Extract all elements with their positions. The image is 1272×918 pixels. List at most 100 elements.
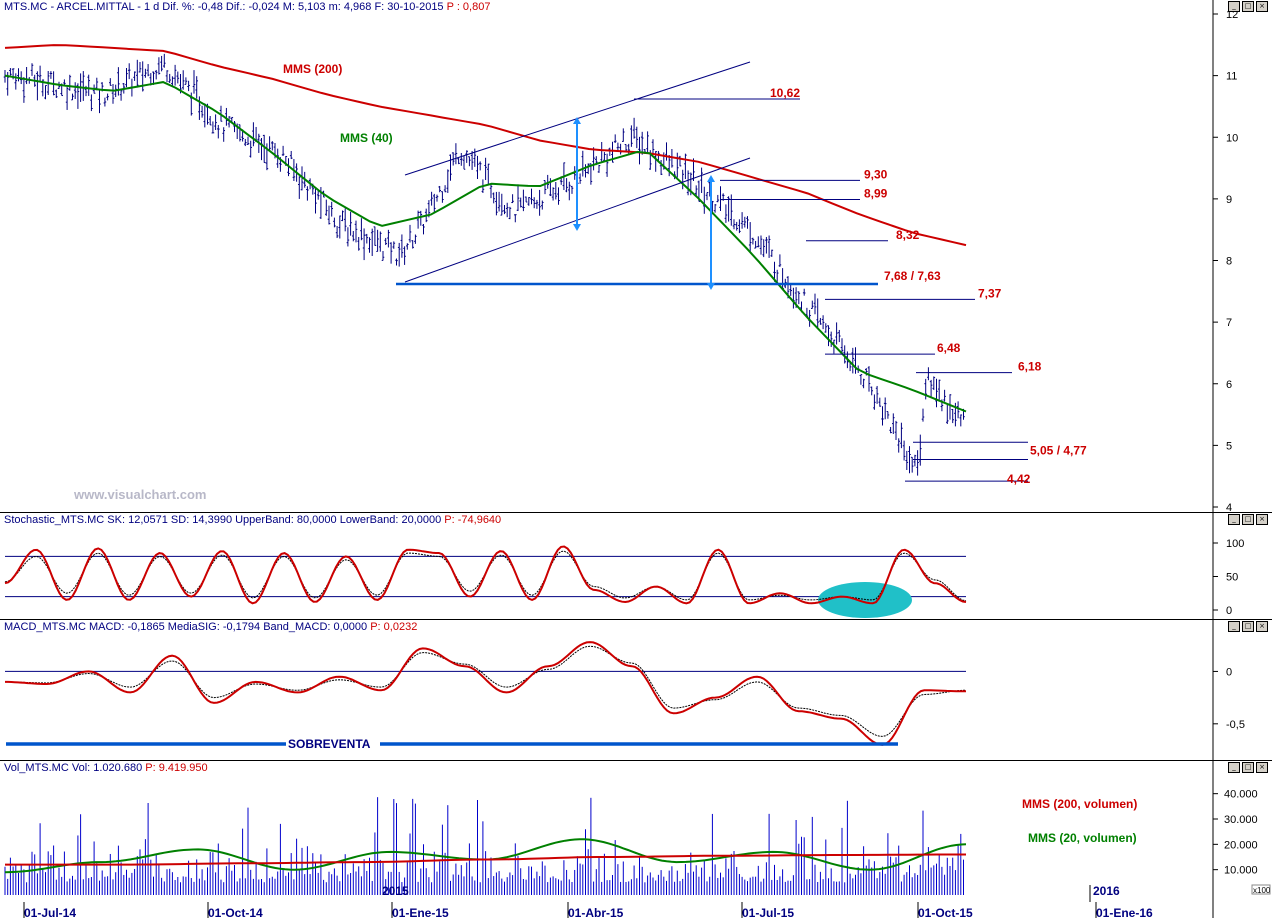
macd-header: MACD_MTS.MC MACD: -0,1865 MediaSIG: -0,1… — [4, 621, 417, 633]
stochastic-y-tick-label: 50 — [1226, 572, 1238, 584]
x-axis-label: 01-Jul-15 — [742, 906, 794, 918]
stochastic-close-button[interactable]: × — [1256, 514, 1268, 525]
price-header-text: MTS.MC - ARCEL.MITTAL - 1 d Dif. %: -0,4… — [4, 1, 444, 13]
level-label: 9,30 — [864, 167, 888, 181]
x-axis: 01-Jul-14 01-Oct-14 01-Ene-15 01-Abr-15 01-J… — [23, 884, 1153, 918]
macd-chart[interactable]: SOBREVENTA 0 -0,5 — [0, 620, 1272, 761]
level-label: 8,32 — [896, 228, 920, 242]
x-axis-label: 01-Oct-15 — [918, 906, 973, 918]
price-window-buttons: _ □ × — [1228, 1, 1268, 12]
volume-pane[interactable]: Vol_MTS.MC Vol: 1.020.680 P: 9.419.950 M… — [0, 760, 1272, 918]
target-arrowhead-up-2 — [707, 175, 715, 182]
price-moving-averages — [4, 44, 967, 413]
price-y-tick-label: 8 — [1226, 256, 1232, 268]
oversold-oval — [818, 582, 912, 618]
macd-window-buttons: _ □ × — [1228, 621, 1268, 632]
x-axis-label: 01-Jul-14 — [24, 906, 76, 918]
level-label: 4,42 — [1007, 472, 1031, 486]
level-label: 8,99 — [864, 186, 888, 200]
price-y-tick-label: 12 — [1226, 9, 1238, 21]
macd-header-p: P: 0,0232 — [370, 621, 418, 633]
level-label: 7,68 / 7,63 — [884, 269, 941, 283]
stochastic-sk-line — [4, 545, 967, 605]
macd-y-tick-label: 0 — [1226, 666, 1232, 678]
sobreventa-label: SOBREVENTA — [288, 737, 371, 751]
stochastic-chart[interactable]: 100 50 0 — [0, 513, 1272, 620]
stochastic-minimize-button[interactable]: _ — [1228, 514, 1240, 525]
price-pane[interactable]: MTS.MC - ARCEL.MITTAL - 1 d Dif. %: -0,4… — [0, 0, 1272, 512]
macd-close-button[interactable]: × — [1256, 621, 1268, 632]
stochastic-pane[interactable]: Stochastic_MTS.MC SK: 12,0571 SD: 14,399… — [0, 512, 1272, 620]
minimize-button[interactable]: _ — [1228, 1, 1240, 12]
target-arrowhead-down — [573, 224, 581, 231]
volume-header-p: P: 9.419.950 — [145, 762, 208, 774]
volume-legend-20: MMS (20, volumen) — [1028, 831, 1137, 845]
stochastic-y-tick-label: 0 — [1226, 605, 1232, 617]
stochastic-lines: 100 50 0 — [4, 538, 1244, 618]
close-button[interactable]: × — [1256, 1, 1268, 12]
macd-y-tick-label: -0,5 — [1226, 719, 1245, 731]
price-y-tick-label: 4 — [1226, 502, 1232, 512]
volume-header: Vol_MTS.MC Vol: 1.020.680 P: 9.419.950 — [4, 762, 208, 774]
price-y-tick-label: 7 — [1226, 317, 1232, 329]
macd-pane[interactable]: MACD_MTS.MC MACD: -0,1865 MediaSIG: -0,1… — [0, 619, 1272, 761]
price-y-ticks: 12 11 10 9 8 7 6 5 4 — [1213, 9, 1238, 512]
year-mark-2016: 2016 — [1093, 884, 1120, 898]
level-label: 6,48 — [937, 341, 961, 355]
volume-maximize-button[interactable]: □ — [1242, 762, 1254, 773]
stochastic-window-buttons: _ □ × — [1228, 514, 1268, 525]
mms40-label: MMS (40) — [340, 131, 393, 145]
price-y-tick-label: 11 — [1226, 71, 1237, 83]
level-label: 10,62 — [770, 86, 800, 100]
maximize-button[interactable]: □ — [1242, 1, 1254, 12]
volume-y-tick-label: 20.000 — [1224, 839, 1258, 851]
level-label: 7,37 — [978, 286, 1002, 300]
stochastic-maximize-button[interactable]: □ — [1242, 514, 1254, 525]
volume-mms200-line — [5, 853, 966, 866]
macd-maximize-button[interactable]: □ — [1242, 621, 1254, 632]
year-mark-2015: 2015 — [382, 884, 409, 898]
volume-legend-200: MMS (200, volumen) — [1022, 797, 1137, 811]
volume-scale-note: x100 — [1253, 886, 1271, 895]
x-axis-label: 01-Oct-14 — [208, 906, 263, 918]
macd-line — [5, 641, 966, 746]
volume-scale-box — [1251, 884, 1271, 895]
stochastic-header-p: P: -74,9640 — [444, 514, 502, 526]
macd-lines: SOBREVENTA 0 -0,5 — [5, 641, 1245, 751]
watermark: www.visualchart.com — [73, 487, 206, 502]
target-arrowhead-down-2 — [707, 283, 715, 290]
x-axis-label: 01-Ene-15 — [392, 906, 449, 918]
stochastic-header-text: Stochastic_MTS.MC SK: 12,0571 SD: 14,399… — [4, 514, 442, 526]
volume-y-tick-label: 10.000 — [1224, 865, 1258, 877]
mms200-line — [4, 44, 967, 247]
price-annotations: 10,62 9,30 8,99 8,32 7,68 / 7,63 7,37 6,48 6,18… — [396, 61, 1087, 486]
volume-chart[interactable]: MMS (200, volumen) MMS (20, volumen) 40.00… — [0, 761, 1272, 918]
x-axis-label: 01-Abr-15 — [568, 906, 624, 918]
price-bars — [3, 53, 965, 476]
price-chart[interactable]: 12 11 10 9 8 7 6 5 4 10,62 9,30 8,99 8,32 7,68 / 7,6… — [0, 0, 1272, 512]
mms40-line — [4, 74, 967, 413]
level-label: 5,05 / 4,77 — [1030, 443, 1087, 457]
macd-minimize-button[interactable]: _ — [1228, 621, 1240, 632]
volume-header-text: Vol_MTS.MC Vol: 1.020.680 — [4, 762, 143, 774]
volume-y-tick-label: 40.000 — [1224, 789, 1258, 801]
stochastic-y-tick-label: 100 — [1226, 538, 1244, 550]
level-label: 6,18 — [1018, 360, 1042, 374]
mms200-label: MMS (200) — [283, 62, 342, 76]
x-axis-label: 01-Ene-16 — [1096, 906, 1153, 918]
volume-window-buttons: _ □ × — [1228, 762, 1268, 773]
price-y-tick-label: 9 — [1226, 194, 1232, 206]
volume-y-tick-label: 30.000 — [1224, 814, 1258, 826]
price-header-p: P : 0,807 — [446, 1, 491, 13]
price-y-tick-label: 5 — [1226, 440, 1232, 452]
stochastic-header: Stochastic_MTS.MC SK: 12,0571 SD: 14,399… — [4, 514, 501, 526]
macd-header-text: MACD_MTS.MC MACD: -0,1865 MediaSIG: -0,1… — [4, 621, 368, 633]
volume-bars: MMS (200, volumen) MMS (20, volumen) 40.00… — [4, 789, 1271, 895]
price-y-tick-label: 10 — [1226, 132, 1238, 144]
price-header: MTS.MC - ARCEL.MITTAL - 1 d Dif. %: -0,4… — [4, 1, 490, 13]
price-y-tick-label: 6 — [1226, 379, 1232, 391]
target-arrowhead-up — [573, 117, 581, 124]
volume-minimize-button[interactable]: _ — [1228, 762, 1240, 773]
volume-close-button[interactable]: × — [1256, 762, 1268, 773]
